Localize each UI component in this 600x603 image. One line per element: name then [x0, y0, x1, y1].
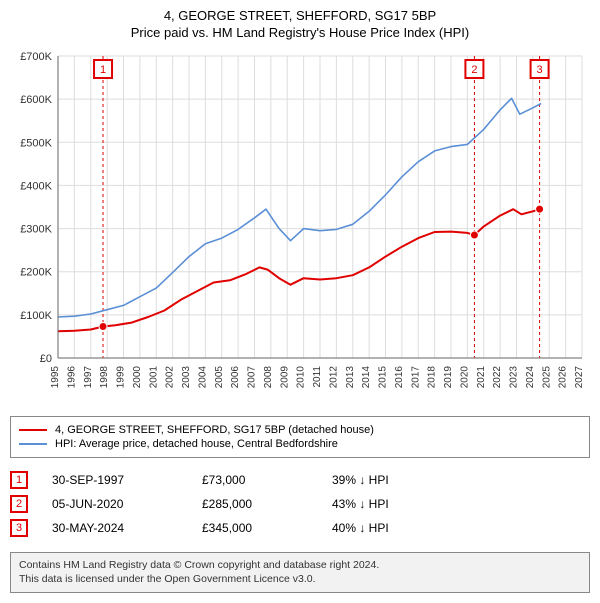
svg-text:£700K: £700K: [20, 51, 52, 63]
svg-text:2021: 2021: [476, 366, 487, 389]
legend-swatch: [19, 443, 47, 445]
svg-text:£300K: £300K: [20, 224, 52, 236]
svg-text:2013: 2013: [345, 366, 356, 389]
event-date: 05-JUN-2020: [52, 497, 202, 511]
svg-text:2008: 2008: [263, 366, 274, 389]
svg-text:2009: 2009: [279, 366, 290, 389]
svg-text:2015: 2015: [378, 366, 389, 389]
legend-label: 4, GEORGE STREET, SHEFFORD, SG17 5BP (de…: [55, 424, 374, 436]
svg-text:2023: 2023: [509, 366, 520, 389]
footer-line-1: Contains HM Land Registry data © Crown c…: [19, 559, 581, 573]
svg-text:£500K: £500K: [20, 137, 52, 149]
svg-text:2027: 2027: [574, 366, 585, 389]
footer-line-2: This data is licensed under the Open Gov…: [19, 573, 581, 587]
svg-text:2020: 2020: [459, 366, 470, 389]
svg-text:2010: 2010: [296, 366, 307, 389]
svg-text:2016: 2016: [394, 366, 405, 389]
svg-text:2004: 2004: [197, 366, 208, 389]
event-row: 3 30-MAY-2024£345,00040% ↓ HPI: [10, 516, 590, 540]
svg-text:£400K: £400K: [20, 180, 52, 192]
chart-container: 4, GEORGE STREET, SHEFFORD, SG17 5BP Pri…: [0, 0, 600, 603]
event-badge: 1: [10, 471, 28, 489]
svg-text:2007: 2007: [247, 366, 258, 389]
legend-box: 4, GEORGE STREET, SHEFFORD, SG17 5BP (de…: [10, 416, 590, 458]
legend-label: HPI: Average price, detached house, Cent…: [55, 438, 338, 450]
events-table: 1 30-SEP-1997£73,00039% ↓ HPI 2 05-JUN-2020…: [10, 468, 590, 540]
svg-text:1999: 1999: [116, 366, 127, 389]
line-chart: £0 £100K £200K £300K £400K £500K £600K £700K 199…: [10, 48, 590, 408]
svg-text:£200K: £200K: [20, 267, 52, 279]
svg-text:2012: 2012: [328, 366, 339, 389]
svg-text:1997: 1997: [83, 366, 94, 389]
chart-area: £0 £100K £200K £300K £400K £500K £600K £700K 199…: [10, 48, 590, 408]
event-date: 30-SEP-1997: [52, 473, 202, 487]
svg-text:2014: 2014: [361, 366, 372, 389]
svg-text:2005: 2005: [214, 366, 225, 389]
svg-text:£600K: £600K: [20, 94, 52, 106]
event-price: £345,000: [202, 521, 332, 535]
event-row: 1 30-SEP-1997£73,00039% ↓ HPI: [10, 468, 590, 492]
title-address: 4, GEORGE STREET, SHEFFORD, SG17 5BP: [10, 8, 590, 23]
svg-text:2006: 2006: [230, 366, 241, 389]
event-badge: 2: [10, 495, 28, 513]
event-pct-diff: 39% ↓ HPI: [332, 473, 389, 487]
svg-text:1995: 1995: [50, 366, 61, 389]
title-subtitle: Price paid vs. HM Land Registry's House …: [10, 25, 590, 40]
legend-swatch: [19, 429, 47, 431]
svg-text:2019: 2019: [443, 366, 454, 389]
event-pct-diff: 43% ↓ HPI: [332, 497, 389, 511]
svg-text:2002: 2002: [165, 366, 176, 389]
svg-text:2011: 2011: [312, 366, 323, 388]
svg-text:£100K: £100K: [20, 310, 52, 322]
svg-text:2026: 2026: [558, 366, 569, 389]
svg-text:2022: 2022: [492, 366, 503, 389]
svg-text:2018: 2018: [427, 366, 438, 389]
svg-text:£0: £0: [40, 353, 52, 365]
svg-text:2024: 2024: [525, 366, 536, 389]
svg-text:3: 3: [537, 64, 543, 76]
event-badge: 3: [10, 519, 28, 537]
event-date: 30-MAY-2024: [52, 521, 202, 535]
legend-item: HPI: Average price, detached house, Cent…: [19, 437, 581, 451]
svg-text:1: 1: [100, 64, 106, 76]
event-price: £73,000: [202, 473, 332, 487]
svg-text:2000: 2000: [132, 366, 143, 389]
svg-text:2003: 2003: [181, 366, 192, 389]
event-price: £285,000: [202, 497, 332, 511]
event-row: 2 05-JUN-2020£285,00043% ↓ HPI: [10, 492, 590, 516]
svg-text:2: 2: [471, 64, 477, 76]
svg-text:2017: 2017: [410, 366, 421, 389]
svg-text:1998: 1998: [99, 366, 110, 389]
attribution-footer: Contains HM Land Registry data © Crown c…: [10, 552, 590, 593]
event-pct-diff: 40% ↓ HPI: [332, 521, 389, 535]
svg-text:2001: 2001: [148, 366, 159, 389]
svg-text:2025: 2025: [541, 366, 552, 389]
title-block: 4, GEORGE STREET, SHEFFORD, SG17 5BP Pri…: [10, 8, 590, 40]
legend-item: 4, GEORGE STREET, SHEFFORD, SG17 5BP (de…: [19, 423, 581, 437]
svg-text:1996: 1996: [66, 366, 77, 389]
